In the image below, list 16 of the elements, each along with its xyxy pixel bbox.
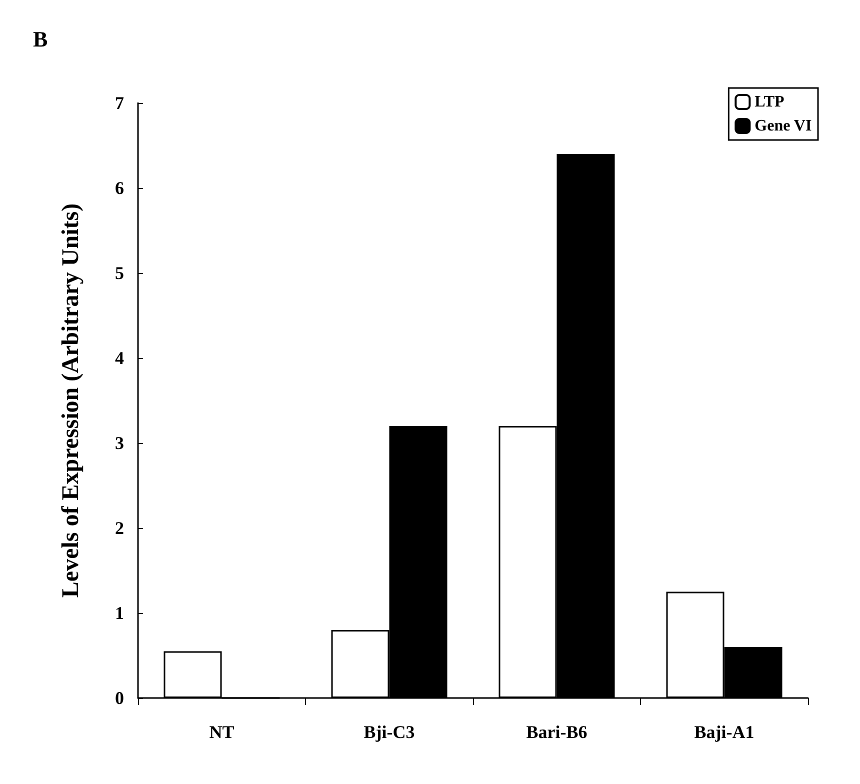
y-tick-label: 3 — [115, 433, 124, 453]
x-tick-label: Bji-C3 — [364, 722, 415, 742]
y-tick-label: 6 — [115, 178, 124, 198]
x-tick-label: NT — [209, 722, 234, 742]
y-tick-label: 0 — [115, 688, 124, 708]
x-tick-label: Bari-B6 — [526, 722, 588, 742]
y-tick-label: 5 — [115, 263, 124, 283]
y-tick-label: 7 — [115, 93, 124, 113]
y-tick-label: 1 — [115, 603, 124, 623]
y-tick-label: 2 — [115, 518, 124, 538]
y-tick-label: 4 — [115, 348, 124, 368]
chart-title: B — [33, 26, 48, 52]
y-axis-title: Levels of Expression (Arbitrary Units) — [58, 203, 84, 598]
x-tick-label: Baji-A1 — [694, 722, 754, 742]
legend-label: LTP — [754, 94, 785, 110]
legend-label: Gene VI — [754, 118, 812, 134]
